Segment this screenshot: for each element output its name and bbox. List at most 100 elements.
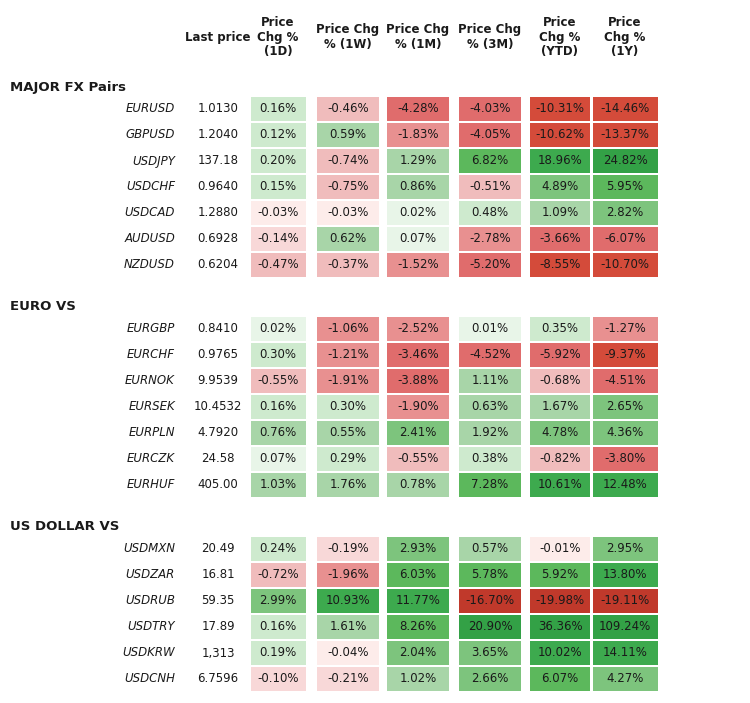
Text: EURO VS: EURO VS xyxy=(10,300,76,314)
Bar xyxy=(251,589,305,613)
Text: -3.66%: -3.66% xyxy=(539,233,580,245)
Bar xyxy=(592,369,658,393)
Text: 0.35%: 0.35% xyxy=(542,323,578,335)
Bar xyxy=(317,201,379,225)
Bar xyxy=(530,97,590,121)
Bar xyxy=(592,447,658,471)
Text: 0.16%: 0.16% xyxy=(260,621,296,633)
Bar xyxy=(530,421,590,445)
Text: 2.04%: 2.04% xyxy=(399,647,436,659)
Text: 0.24%: 0.24% xyxy=(260,543,296,555)
Bar xyxy=(317,589,379,613)
Bar xyxy=(592,317,658,341)
Text: 0.62%: 0.62% xyxy=(329,233,367,245)
Bar xyxy=(530,667,590,691)
Bar xyxy=(530,447,590,471)
Text: -0.04%: -0.04% xyxy=(327,647,369,659)
Text: 17.89: 17.89 xyxy=(201,621,235,633)
Text: 0.9765: 0.9765 xyxy=(197,349,238,361)
Bar xyxy=(317,97,379,121)
Text: EURUSD: EURUSD xyxy=(126,103,175,115)
Bar xyxy=(592,253,658,277)
Bar xyxy=(530,395,590,419)
Bar xyxy=(459,149,521,173)
Text: 10.4532: 10.4532 xyxy=(194,401,242,413)
Text: -5.20%: -5.20% xyxy=(470,259,511,271)
Bar xyxy=(530,537,590,561)
Text: 24.82%: 24.82% xyxy=(603,155,647,167)
Bar xyxy=(251,395,305,419)
Bar xyxy=(592,149,658,173)
Text: -4.28%: -4.28% xyxy=(398,103,439,115)
Bar xyxy=(317,149,379,173)
Text: 0.15%: 0.15% xyxy=(260,181,296,193)
Bar xyxy=(459,447,521,471)
Bar xyxy=(459,563,521,587)
Bar xyxy=(592,615,658,639)
Text: 2.65%: 2.65% xyxy=(606,401,644,413)
Bar xyxy=(251,317,305,341)
Text: -0.51%: -0.51% xyxy=(470,181,511,193)
Bar xyxy=(387,201,449,225)
Text: 1.61%: 1.61% xyxy=(329,621,367,633)
Text: 16.81: 16.81 xyxy=(201,569,235,581)
Bar xyxy=(317,667,379,691)
Bar xyxy=(459,317,521,341)
Text: 4.7920: 4.7920 xyxy=(197,427,238,439)
Text: 0.02%: 0.02% xyxy=(400,207,436,219)
Text: 1.09%: 1.09% xyxy=(542,207,579,219)
Text: USDKRW: USDKRW xyxy=(122,647,175,659)
Text: 0.76%: 0.76% xyxy=(260,427,296,439)
Text: -0.55%: -0.55% xyxy=(398,453,439,465)
Text: -1.52%: -1.52% xyxy=(398,259,439,271)
Text: 10.61%: 10.61% xyxy=(538,479,582,491)
Bar xyxy=(251,123,305,147)
Text: EURGBP: EURGBP xyxy=(127,323,175,335)
Text: EURSEK: EURSEK xyxy=(128,401,175,413)
Text: 1.03%: 1.03% xyxy=(260,479,296,491)
Bar xyxy=(530,615,590,639)
Text: -13.37%: -13.37% xyxy=(601,129,650,141)
Bar xyxy=(317,227,379,251)
Text: USDZAR: USDZAR xyxy=(126,569,175,581)
Text: -3.46%: -3.46% xyxy=(398,349,439,361)
Bar xyxy=(530,369,590,393)
Text: -0.47%: -0.47% xyxy=(257,259,298,271)
Text: 6.03%: 6.03% xyxy=(400,569,436,581)
Bar xyxy=(251,615,305,639)
Text: 0.02%: 0.02% xyxy=(260,323,296,335)
Text: EURHUF: EURHUF xyxy=(127,479,175,491)
Text: 6.82%: 6.82% xyxy=(471,155,509,167)
Bar xyxy=(251,149,305,173)
Text: -1.96%: -1.96% xyxy=(327,569,369,581)
Text: 0.6204: 0.6204 xyxy=(197,259,238,271)
Bar xyxy=(317,473,379,497)
Text: 9.9539: 9.9539 xyxy=(197,375,238,387)
Text: 0.78%: 0.78% xyxy=(400,479,436,491)
Text: 5.78%: 5.78% xyxy=(472,569,509,581)
Text: US DOLLAR VS: US DOLLAR VS xyxy=(10,520,119,534)
Bar xyxy=(317,369,379,393)
Text: -4.03%: -4.03% xyxy=(470,103,511,115)
Text: -5.92%: -5.92% xyxy=(539,349,580,361)
Bar xyxy=(387,227,449,251)
Text: 1.2040: 1.2040 xyxy=(197,129,238,141)
Text: 5.92%: 5.92% xyxy=(542,569,579,581)
Text: -14.46%: -14.46% xyxy=(600,103,650,115)
Bar xyxy=(530,201,590,225)
Bar xyxy=(592,201,658,225)
Bar xyxy=(317,641,379,665)
Bar xyxy=(459,615,521,639)
Text: -0.68%: -0.68% xyxy=(539,375,580,387)
Bar xyxy=(459,123,521,147)
Text: Price
Chg %
(1D): Price Chg % (1D) xyxy=(257,15,298,58)
Bar xyxy=(592,667,658,691)
Bar xyxy=(387,97,449,121)
Bar xyxy=(592,421,658,445)
Bar xyxy=(387,395,449,419)
Bar xyxy=(530,175,590,199)
Text: -19.98%: -19.98% xyxy=(536,595,584,607)
Text: 7.28%: 7.28% xyxy=(471,479,509,491)
Bar xyxy=(592,395,658,419)
Bar xyxy=(530,589,590,613)
